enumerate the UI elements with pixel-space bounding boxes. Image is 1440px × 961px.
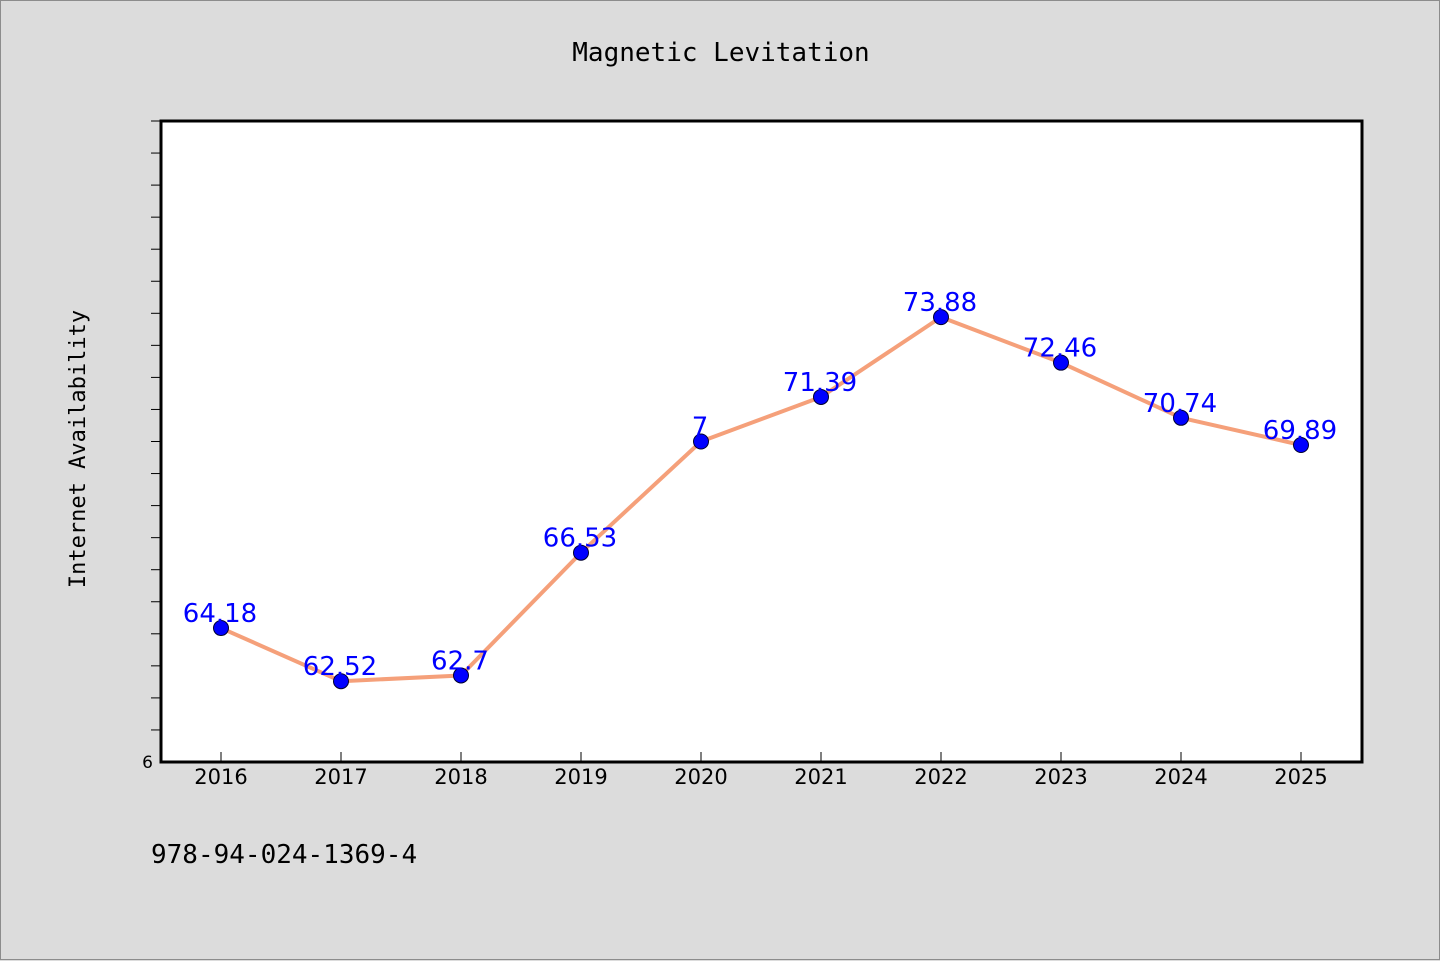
y-tick-label: 6 [142, 753, 153, 773]
data-point [213, 620, 229, 637]
data-point [1173, 409, 1189, 426]
series-line [219, 315, 1303, 684]
data-label: 69.89 [1263, 416, 1337, 446]
data-label: 73.88 [903, 288, 977, 318]
data-point [573, 544, 589, 561]
data-point [1293, 437, 1309, 454]
x-tick-label: 2016 [194, 765, 247, 789]
x-tick-label: 2024 [1154, 765, 1207, 789]
data-point [933, 309, 949, 326]
x-tick-label: 2017 [314, 765, 367, 789]
x-tick-label: 2018 [434, 765, 487, 789]
data-point [693, 433, 709, 450]
data-point [333, 673, 349, 690]
x-tick-label: 2023 [1034, 765, 1087, 789]
x-tick-label: 2022 [914, 765, 967, 789]
series-layer [213, 309, 1309, 690]
x-tick-label: 2020 [674, 765, 727, 789]
data-point [1053, 354, 1069, 371]
chart-title: Magnetic Levitation [572, 38, 869, 68]
x-tick-label: 2021 [794, 765, 847, 789]
y-axis-ticks: 6 [142, 120, 161, 773]
y-axis-label: Internet Availability [66, 310, 91, 588]
data-label: 7 [692, 413, 709, 443]
x-tick-label: 2025 [1274, 765, 1327, 789]
data-point [453, 667, 469, 684]
data-label: 62.52 [303, 652, 377, 682]
data-label: 64.18 [183, 599, 257, 629]
data-label: 71.39 [783, 368, 857, 398]
footer-code: 978-94-024-1369-4 [151, 840, 417, 870]
data-label: 62.7 [431, 646, 489, 676]
data-label: 66.53 [543, 524, 617, 554]
plot-area [159, 119, 1364, 764]
data-labels: 64.18 62.52 62.7 66.53 7 71.39 73.88 72.46 70.74… [183, 288, 1337, 682]
data-point [813, 388, 829, 405]
data-label: 70.74 [1143, 389, 1217, 419]
data-label: 72.46 [1023, 334, 1097, 364]
x-tick-label: 2019 [554, 765, 607, 789]
x-axis-ticks: 2016 2017 2018 2019 2020 2021 2022 2023 2024 2025 [194, 752, 1328, 789]
